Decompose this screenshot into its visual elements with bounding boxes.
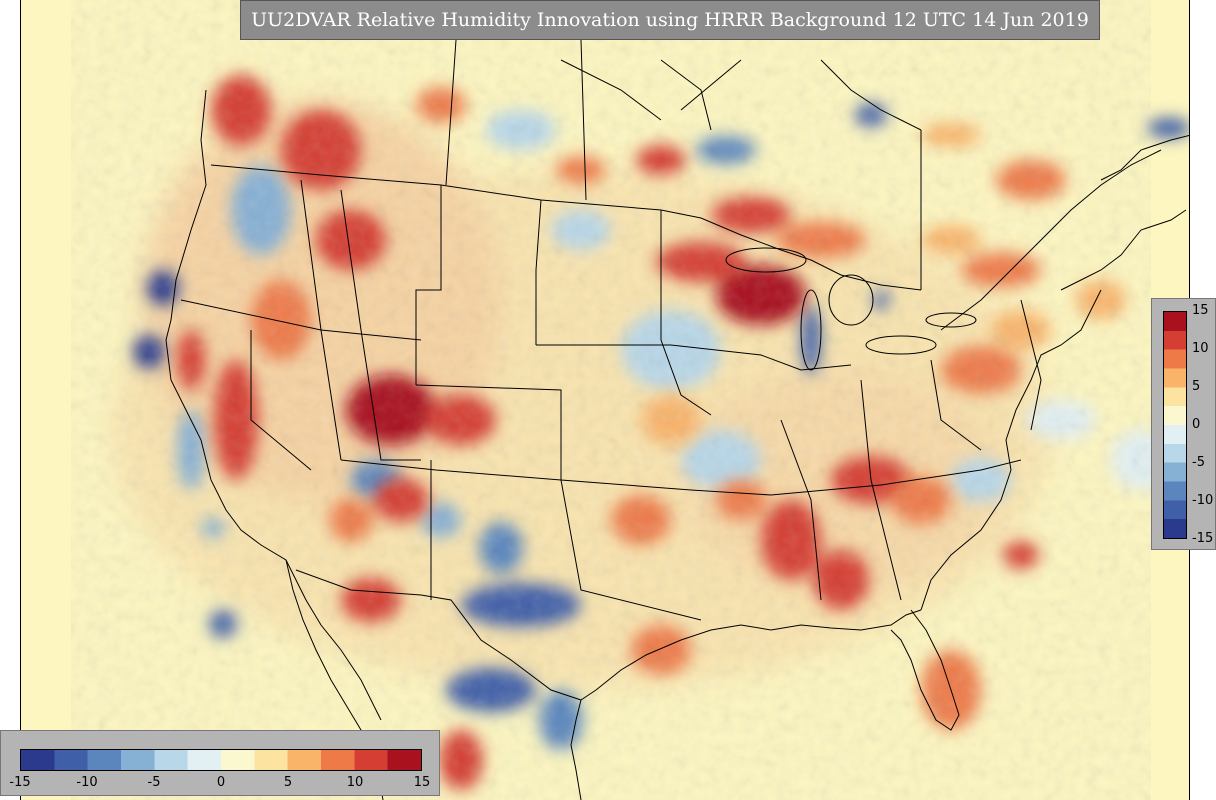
colorbar-vertical-tick: -15 bbox=[1192, 531, 1214, 546]
colorbar-horizontal-tick: 10 bbox=[346, 775, 364, 790]
colorbar-horizontal-tick: -10 bbox=[76, 775, 98, 790]
texture-overlay bbox=[161, 60, 1061, 780]
colorbar-horizontal-tick: -15 bbox=[9, 775, 31, 790]
colorbar-horizontal-tick: 15 bbox=[413, 775, 431, 790]
map-panel bbox=[20, 0, 1190, 800]
colorbar-horizontal-tick: -5 bbox=[147, 775, 161, 790]
colorbar-horizontal-tick: 5 bbox=[283, 775, 293, 790]
map-title: UU2DVAR Relative Humidity Innovation usi… bbox=[240, 0, 1100, 40]
colorbar-horizontal-tick: 0 bbox=[216, 775, 226, 790]
colorbar-vertical-gradient bbox=[1163, 311, 1187, 539]
colorbar-vertical: 15 10 5 0 -5 -10 -15 bbox=[1151, 298, 1216, 550]
coastlines-and-borders bbox=[165, 39, 1189, 800]
colorbar-horizontal: -15 -10 -5 0 5 10 15 bbox=[0, 730, 440, 796]
colorbar-vertical-tick: 5 bbox=[1192, 379, 1201, 394]
humidity-innovation-map bbox=[21, 0, 1189, 800]
colorbar-vertical-tick: 10 bbox=[1192, 341, 1209, 356]
colorbar-vertical-tick: 0 bbox=[1192, 417, 1201, 432]
colorbar-vertical-tick: -10 bbox=[1192, 493, 1214, 508]
colorbar-vertical-tick: 15 bbox=[1192, 303, 1209, 318]
colorbar-vertical-tick: -5 bbox=[1192, 455, 1205, 470]
colorbar-horizontal-gradient bbox=[20, 749, 422, 771]
